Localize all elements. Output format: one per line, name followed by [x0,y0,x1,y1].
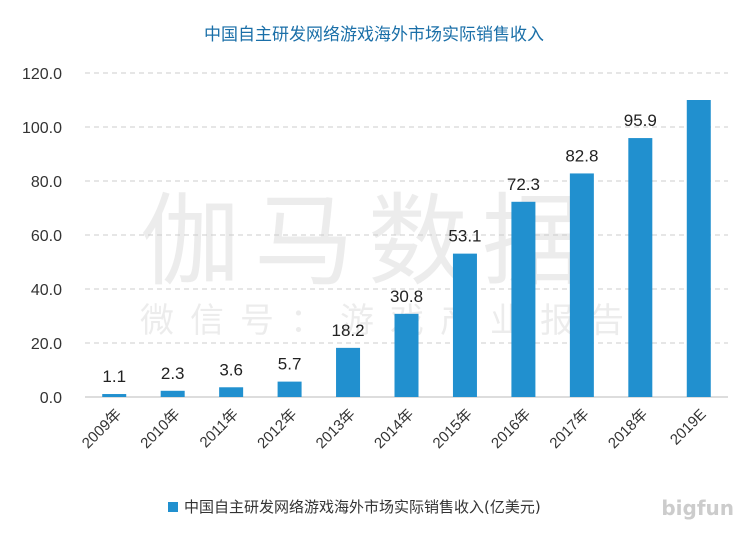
y-tick-label: 0.0 [40,390,62,407]
x-tick-label: 2012年 [254,406,300,452]
bar [102,394,127,397]
x-tick-label: 2015年 [430,406,476,452]
y-tick-label: 100.0 [22,120,62,137]
data-label: 95.9 [624,111,657,130]
data-label: 2.3 [161,364,185,383]
data-label: 72.3 [507,175,540,194]
watermark-sub: 微信号：游戏产业报告 [140,301,640,341]
bar [394,313,419,397]
x-tick-label: 2011年 [197,406,242,451]
legend: 中国自主研发网络游戏海外市场实际销售收入(亿美元) [168,496,541,517]
x-tick-label: 2018年 [605,406,651,452]
bigfun-logo: bigfun [661,496,734,520]
y-tick-label: 120.0 [22,66,62,83]
legend-label: 中国自主研发网络游戏海外市场实际销售收入(亿美元) [184,498,541,516]
data-label: 5.7 [278,355,302,374]
y-tick-label: 40.0 [31,282,62,299]
x-tick-label: 2019E [667,406,710,449]
bar [336,347,361,397]
x-tick-label: 2013年 [313,406,359,452]
bar [628,138,653,397]
bar [569,173,594,397]
data-label: 30.8 [390,287,423,306]
bar [219,387,244,397]
bar [452,253,477,397]
y-tick-label: 60.0 [31,228,62,245]
legend-swatch [168,501,178,512]
bar [686,100,711,397]
bar [277,381,302,397]
x-tick-label: 2017年 [546,406,592,452]
y-tick-label: 20.0 [31,336,62,353]
y-tick-label: 80.0 [31,174,62,191]
x-tick-label: 2014年 [371,406,417,452]
x-tick-label: 2009年 [79,406,125,452]
bar [511,201,536,397]
x-tick-label: 2016年 [488,406,534,452]
data-label: 53.1 [448,227,481,246]
data-label: 3.6 [219,360,243,379]
data-label: 18.2 [331,321,364,340]
chart-title: 中国自主研发网络游戏海外市场实际销售收入 [204,25,544,45]
bar [160,390,185,397]
watermark: 伽马数据 [140,183,596,300]
x-tick-label: 2010年 [137,406,183,452]
data-label: 1.1 [102,367,126,386]
data-label: 82.8 [565,146,598,165]
